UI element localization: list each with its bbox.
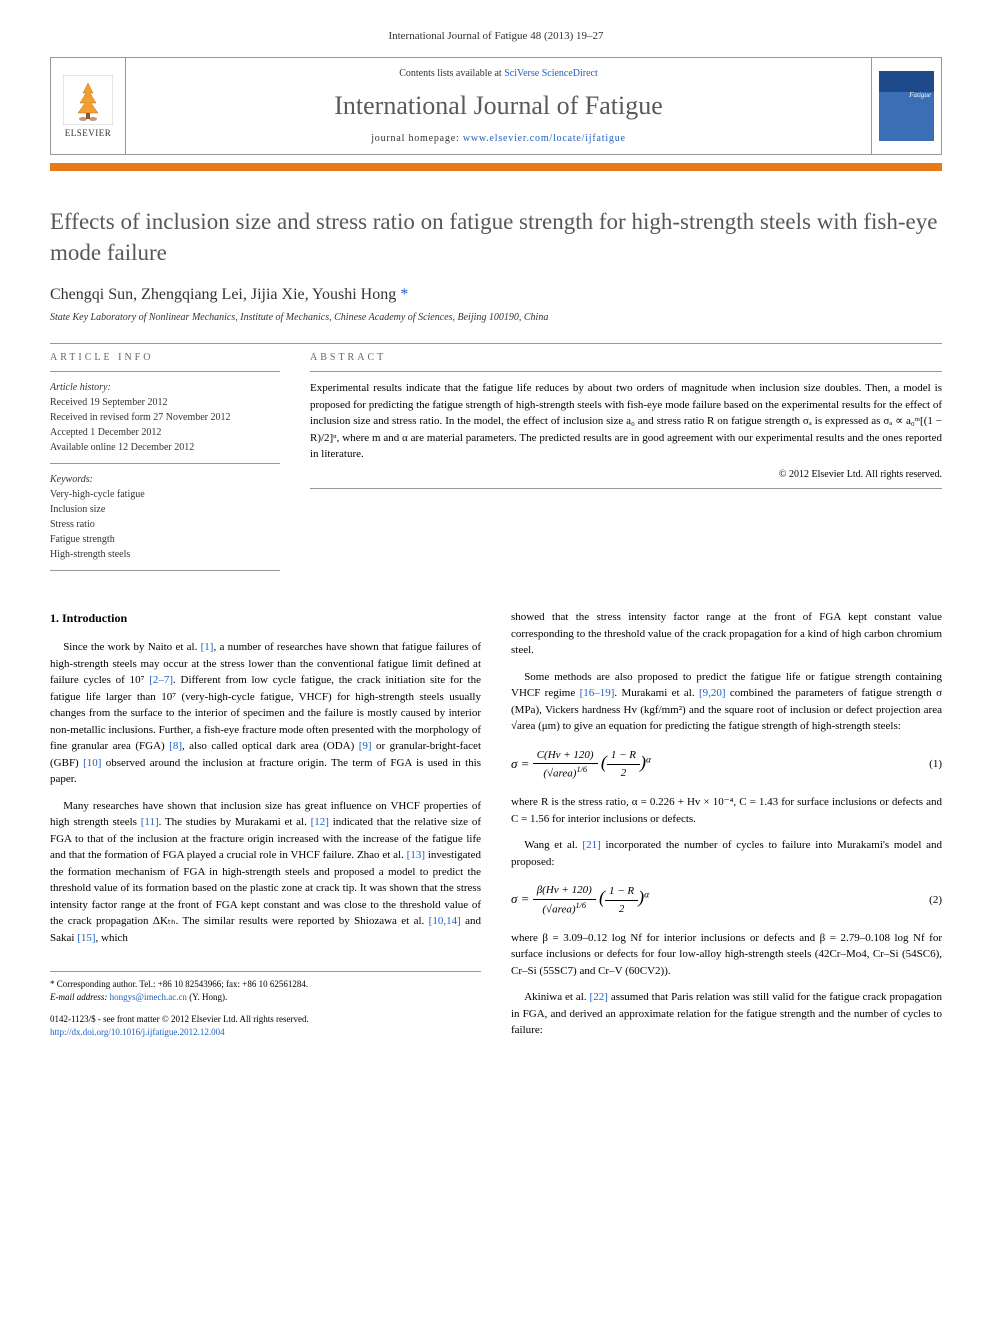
homepage-prefix: journal homepage: <box>371 133 463 144</box>
citation-link[interactable]: [8] <box>169 740 182 752</box>
citation-link[interactable]: [10,14] <box>429 915 461 927</box>
accent-bar <box>50 163 942 171</box>
abstract-text: Experimental results indicate that the f… <box>310 380 942 463</box>
divider <box>310 488 942 489</box>
history-item: Accepted 1 December 2012 <box>50 425 280 440</box>
divider <box>50 570 280 571</box>
abstract-label: ABSTRACT <box>310 352 942 363</box>
equation-1: σ = C(Hv + 120)(√area)1/6 (1 − R2)α (1) <box>511 747 942 783</box>
journal-reference: International Journal of Fatigue 48 (201… <box>50 30 942 42</box>
equation-2: σ = β(Hv + 120)(√area)1/6 (1 − R2)α (2) <box>511 882 942 918</box>
equation-formula: σ = β(Hv + 120)(√area)1/6 (1 − R2)α <box>511 882 912 918</box>
citation-link[interactable]: [12] <box>311 816 329 828</box>
body-paragraph: where β = 3.09–0.12 log Nf for interior … <box>511 930 942 980</box>
divider <box>50 343 942 344</box>
header-center: Contents lists available at SciVerse Sci… <box>126 58 871 154</box>
body-paragraph: Since the work by Naito et al. [1], a nu… <box>50 639 481 788</box>
abstract-copyright: © 2012 Elsevier Ltd. All rights reserved… <box>310 469 942 480</box>
info-label: ARTICLE INFO <box>50 352 280 363</box>
issn-line: 0142-1123/$ - see front matter © 2012 El… <box>50 1013 481 1026</box>
corresponding-footer: * Corresponding author. Tel.: +86 10 825… <box>50 971 481 1038</box>
body-columns: 1. Introduction Since the work by Naito … <box>50 609 942 1049</box>
sciencedirect-link[interactable]: SciVerse ScienceDirect <box>504 68 598 79</box>
citation-link[interactable]: [13] <box>407 849 425 861</box>
citation-link[interactable]: [15] <box>77 932 95 944</box>
article-title: Effects of inclusion size and stress rat… <box>50 206 942 268</box>
keyword: Very-high-cycle fatigue <box>50 487 280 502</box>
history-item: Received in revised form 27 November 201… <box>50 410 280 425</box>
homepage-link[interactable]: www.elsevier.com/locate/ijfatigue <box>463 133 626 144</box>
journal-cover <box>871 58 941 154</box>
authors-line: Chengqi Sun, Zhengqiang Lei, Jijia Xie, … <box>50 286 942 304</box>
corr-email-line: E-mail address: hongys@imech.ac.cn (Y. H… <box>50 991 481 1004</box>
article-history: Article history: Received 19 September 2… <box>50 380 280 455</box>
citation-link[interactable]: [9,20] <box>699 687 726 699</box>
divider <box>310 371 942 372</box>
publisher-logo: ELSEVIER <box>51 58 126 154</box>
citation-link[interactable]: [1] <box>201 641 214 653</box>
affiliation: State Key Laboratory of Nonlinear Mechan… <box>50 312 942 323</box>
authors-names: Chengqi Sun, Zhengqiang Lei, Jijia Xie, … <box>50 286 396 303</box>
history-item: Received 19 September 2012 <box>50 395 280 410</box>
keywords-label: Keywords: <box>50 472 280 487</box>
citation-link[interactable]: [11] <box>141 816 159 828</box>
journal-homepage: journal homepage: www.elsevier.com/locat… <box>371 133 626 144</box>
keyword: Fatigue strength <box>50 532 280 547</box>
contents-line: Contents lists available at SciVerse Sci… <box>399 68 598 79</box>
doi-block: 0142-1123/$ - see front matter © 2012 El… <box>50 1013 481 1038</box>
body-left-column: 1. Introduction Since the work by Naito … <box>50 609 481 1049</box>
equation-number: (1) <box>912 756 942 773</box>
citation-link[interactable]: [21] <box>582 839 600 851</box>
publisher-name: ELSEVIER <box>65 128 112 138</box>
keyword: High-strength steels <box>50 547 280 562</box>
corr-author-note: * Corresponding author. Tel.: +86 10 825… <box>50 978 481 1003</box>
citation-link[interactable]: [10] <box>83 757 101 769</box>
history-item: Available online 12 December 2012 <box>50 440 280 455</box>
body-right-column: showed that the stress intensity factor … <box>511 609 942 1049</box>
abstract-column: ABSTRACT Experimental results indicate t… <box>310 352 942 579</box>
citation-link[interactable]: [2–7] <box>149 674 173 686</box>
cover-image <box>879 71 934 141</box>
body-paragraph: showed that the stress intensity factor … <box>511 609 942 659</box>
body-paragraph: Wang et al. [21] incorporated the number… <box>511 837 942 870</box>
corr-tel-fax: * Corresponding author. Tel.: +86 10 825… <box>50 978 481 991</box>
article-info-column: ARTICLE INFO Article history: Received 1… <box>50 352 280 579</box>
doi-link[interactable]: http://dx.doi.org/10.1016/j.ijfatigue.20… <box>50 1027 225 1037</box>
keyword: Inclusion size <box>50 502 280 517</box>
journal-header: ELSEVIER Contents lists available at Sci… <box>50 57 942 155</box>
corresponding-mark: * <box>400 286 408 303</box>
divider <box>50 463 280 464</box>
equation-number: (2) <box>912 892 942 909</box>
keywords-block: Keywords: Very-high-cycle fatigue Inclus… <box>50 472 280 562</box>
elsevier-tree-icon <box>63 75 113 125</box>
equation-formula: σ = C(Hv + 120)(√area)1/6 (1 − R2)α <box>511 747 912 783</box>
journal-title: International Journal of Fatigue <box>334 91 663 121</box>
contents-prefix: Contents lists available at <box>399 68 504 79</box>
history-label: Article history: <box>50 380 280 395</box>
citation-link[interactable]: [9] <box>359 740 372 752</box>
citation-link[interactable]: [16–19] <box>580 687 615 699</box>
info-abstract-row: ARTICLE INFO Article history: Received 1… <box>50 352 942 579</box>
body-paragraph: Some methods are also proposed to predic… <box>511 669 942 735</box>
citation-link[interactable]: [22] <box>590 991 608 1003</box>
body-paragraph: Akiniwa et al. [22] assumed that Paris r… <box>511 989 942 1039</box>
divider <box>50 371 280 372</box>
keyword: Stress ratio <box>50 517 280 532</box>
body-paragraph: where R is the stress ratio, α = 0.226 +… <box>511 794 942 827</box>
body-paragraph: Many researches have shown that inclusio… <box>50 798 481 947</box>
email-link[interactable]: hongys@imech.ac.cn <box>110 992 187 1002</box>
section-heading: 1. Introduction <box>50 609 481 627</box>
